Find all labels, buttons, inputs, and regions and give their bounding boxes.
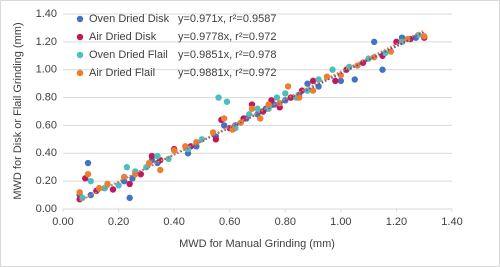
data-point [248, 105, 256, 112]
data-point [257, 115, 264, 122]
data-point [379, 66, 386, 73]
x-tick-label: 0.60 [219, 216, 240, 228]
data-point [265, 101, 272, 108]
legend-label: Oven Dried Flail [89, 49, 168, 61]
data-point [84, 159, 92, 167]
data-point [170, 147, 178, 154]
x-tick-label: 1.40 [441, 216, 462, 228]
data-point [165, 155, 172, 163]
data-point [84, 170, 92, 178]
data-point [220, 115, 228, 122]
x-tick-label: 0.00 [52, 216, 73, 228]
y-tick-label: 0.40 [36, 147, 57, 159]
x-tick-label: 1.00 [330, 216, 351, 228]
y-tick-label: 0.00 [36, 203, 57, 215]
x-axis-label: MWD for Manual Grinding (mm) [179, 238, 335, 250]
data-point [120, 173, 128, 181]
data-point [282, 90, 289, 97]
data-point [415, 31, 422, 39]
legend-equation: y=0.9851x, r²=0.978 [178, 49, 276, 61]
data-point [104, 180, 111, 188]
x-tick-label: 1.20 [386, 216, 407, 228]
data-point [220, 122, 228, 129]
data-point [157, 166, 164, 174]
legend-marker [76, 15, 84, 23]
legend-label: Oven Dried Disk [89, 13, 170, 25]
data-point [126, 180, 133, 188]
y-tick-label: 1.20 [36, 36, 57, 48]
data-point [315, 76, 322, 83]
data-point [284, 83, 292, 90]
data-point [212, 136, 220, 143]
data-point [393, 38, 400, 46]
data-point [123, 164, 131, 171]
data-point [382, 49, 389, 57]
data-point [145, 159, 153, 167]
legend-marker [76, 69, 84, 77]
legend-marker [76, 33, 84, 41]
data-point [304, 80, 311, 87]
data-point [215, 94, 222, 101]
legend-marker [76, 51, 84, 59]
data-point [245, 111, 253, 118]
y-tick-label: 1.40 [36, 8, 57, 20]
data-point [421, 33, 428, 40]
data-point [154, 152, 161, 160]
data-point [309, 77, 317, 85]
data-point [254, 105, 261, 112]
data-point [351, 76, 358, 83]
data-point [229, 126, 236, 133]
x-tick-label: 0.20 [108, 216, 129, 228]
y-axis-label: MWD for Disk or Flail Grinding (mm) [12, 22, 24, 199]
data-point [76, 189, 83, 196]
data-point [223, 98, 231, 105]
trendline [79, 29, 425, 202]
data-point [332, 77, 339, 85]
data-point [95, 184, 103, 192]
data-point [126, 194, 133, 202]
legend-equation: y=0.9881x, r²=0.972 [178, 67, 276, 79]
data-point [137, 170, 144, 178]
x-tick-label: 0.40 [163, 216, 184, 228]
data-point [337, 77, 345, 85]
data-point [148, 152, 156, 160]
legend-label: Air Dried Disk [89, 31, 157, 43]
y-tick-label: 1.00 [36, 64, 57, 76]
data-point [87, 177, 94, 185]
y-tick-label: 0.20 [36, 175, 57, 187]
y-tick-label: 0.80 [36, 91, 57, 103]
data-point [309, 87, 317, 94]
legend-equation: y=0.9778x, r²=0.972 [178, 31, 276, 43]
data-point [109, 186, 117, 193]
data-point [295, 94, 303, 101]
y-tick-label: 0.60 [36, 119, 57, 131]
data-point [329, 66, 336, 73]
data-point [371, 38, 378, 46]
data-point [115, 182, 122, 189]
legend-label: Air Dried Flail [89, 67, 155, 79]
legend-equation: y=0.971x, r²=0.9587 [178, 13, 276, 25]
data-point [273, 94, 281, 101]
data-point [315, 83, 322, 90]
x-tick-label: 0.80 [275, 216, 296, 228]
